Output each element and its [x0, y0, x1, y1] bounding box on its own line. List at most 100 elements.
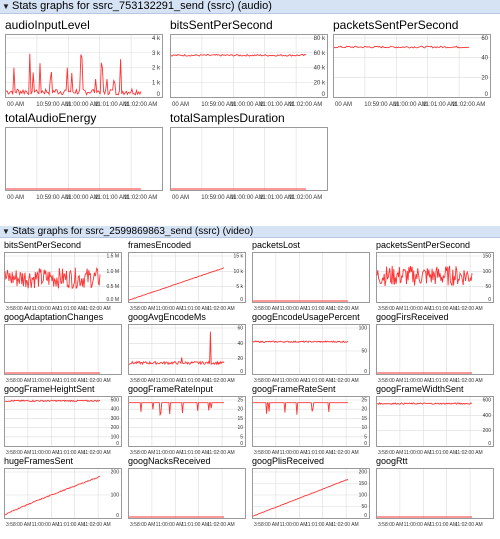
- x-tick-label: 00 AM: [172, 195, 189, 201]
- x-tick-label: 11:00:00 AM: [32, 378, 60, 384]
- x-tick-label: 10:59:00 AM: [36, 195, 70, 201]
- graph-title: googAdaptationChanges: [4, 312, 104, 322]
- x-tick-label: 11:01:00 AM: [57, 378, 85, 384]
- plot-frame: [252, 396, 370, 447]
- y-tick-label: 200: [483, 428, 492, 434]
- x-tick-label: 3:58:00 AM: [130, 378, 155, 384]
- graph-title: bitsSentPerSecond: [4, 240, 82, 250]
- y-tick-label: 0: [364, 369, 367, 375]
- x-tick-label: 10:59:00 AM: [201, 102, 235, 108]
- plot-frame: [128, 396, 246, 447]
- series-line: [170, 53, 307, 57]
- video-googFrameWidthSent-graph: 0 200 400 600 3:58:00 AM 11:00:00 AM11:01:00 …: [376, 396, 494, 456]
- x-tick-label: 10:59:00 AM: [201, 195, 235, 201]
- x-tick-label: 3:58:00 AM: [378, 378, 403, 384]
- plot-frame: [128, 324, 246, 375]
- video-bitsSentPerSecond-graph: 0.0 M 0.5 M 1.0 M 1.5 M 3:58:00 AM 11:00:00 A…: [4, 252, 122, 312]
- graph-title: packetsLost: [252, 240, 301, 250]
- series-line: [4, 475, 101, 516]
- x-tick-label: 11:01:00 AM: [181, 450, 209, 456]
- plot-frame: [376, 324, 494, 375]
- x-tick-label: 11:00:00 AM: [66, 195, 99, 201]
- plot-frame: [376, 396, 494, 447]
- x-tick-label: 11:02:00 AM: [455, 450, 483, 456]
- x-tick-label: 11:02:00 AM: [455, 378, 483, 384]
- series-line: [128, 267, 225, 301]
- series-line: [4, 266, 101, 289]
- plot-frame: [376, 468, 494, 519]
- x-tick-label: 3:58:00 AM: [378, 306, 403, 312]
- y-tick-label: 50: [361, 349, 367, 355]
- x-tick-label: 11:02:00 AM: [455, 306, 483, 312]
- y-tick-label: 10 k: [234, 269, 244, 275]
- x-tick-label: 00 AM: [335, 102, 352, 108]
- x-tick-label: 11:02:00 AM: [289, 102, 322, 108]
- x-tick-label: 11:01:00 AM: [305, 450, 333, 456]
- video-section-label: Stats graphs for ssrc_2599869863_send (s…: [12, 226, 254, 237]
- graph-title: googFrameHeightSent: [4, 384, 95, 394]
- video-googPlisReceived-graph: 0 50 100 150 200 3:58:00 AM 11:00:00 AM11:01:0…: [252, 468, 370, 528]
- x-tick-label: 11:01:00 AM: [429, 450, 457, 456]
- y-tick-label: 0: [488, 297, 491, 303]
- x-tick-label: 11:02:00 AM: [83, 450, 111, 456]
- x-tick-label: 3:58:00 AM: [378, 450, 403, 456]
- x-tick-label: 3:58:00 AM: [254, 450, 279, 456]
- x-tick-label: 11:02:00 AM: [207, 450, 235, 456]
- series-line: [128, 331, 225, 366]
- x-tick-label: 3:58:00 AM: [130, 306, 155, 312]
- x-tick-label: 11:00:00 AM: [32, 522, 60, 528]
- graph-title: googPlisReceived: [252, 456, 325, 466]
- x-tick-label: 11:02:00 AM: [83, 306, 111, 312]
- graph-title: googFrameRateInput: [128, 384, 214, 394]
- y-tick-label: 0: [116, 441, 119, 447]
- expand-triangle-icon[interactable]: ▼: [2, 227, 10, 236]
- x-tick-label: 11:01:00 AM: [181, 378, 209, 384]
- graph-title: framesEncoded: [128, 240, 192, 250]
- x-tick-label: 3:58:00 AM: [130, 450, 155, 456]
- x-tick-label: 11:02:00 AM: [83, 522, 111, 528]
- video-section-header[interactable]: ▼ Stats graphs for ssrc_2599869863_send (…: [0, 226, 500, 238]
- x-tick-label: 3:58:00 AM: [6, 522, 31, 528]
- x-tick-label: 10:59:00 AM: [36, 102, 70, 108]
- series-line: [252, 340, 349, 344]
- y-tick-label: 200: [111, 470, 120, 476]
- expand-triangle-icon[interactable]: ▼: [2, 2, 10, 11]
- x-tick-label: 3:58:00 AM: [6, 378, 31, 384]
- x-tick-label: 11:00:00 AM: [404, 522, 432, 528]
- y-tick-label: 1 k: [152, 80, 161, 86]
- y-tick-label: 4 k: [152, 36, 161, 42]
- y-tick-label: 100: [359, 493, 368, 499]
- x-tick-label: 11:02:00 AM: [331, 522, 359, 528]
- graph-title: googAvgEncodeMs: [128, 312, 206, 322]
- y-tick-label: 150: [483, 254, 492, 260]
- graph-title: googRtt: [376, 456, 408, 466]
- x-tick-label: 11:02:00 AM: [331, 450, 359, 456]
- x-tick-label: 11:00:00 AM: [156, 378, 184, 384]
- series-line: [253, 402, 348, 415]
- plot-frame: [252, 324, 370, 375]
- y-tick-label: 25: [361, 398, 367, 404]
- plot-frame: [170, 34, 328, 98]
- y-tick-label: 0: [240, 369, 243, 375]
- y-tick-label: 20 k: [314, 80, 326, 86]
- x-tick-label: 11:00:00 AM: [156, 306, 184, 312]
- x-tick-label: 11:00:00 AM: [394, 102, 427, 108]
- plot-frame: [252, 252, 370, 303]
- x-tick-label: 11:00:00 AM: [32, 306, 60, 312]
- y-tick-label: 0: [240, 441, 243, 447]
- y-tick-label: 200: [111, 425, 120, 431]
- x-tick-label: 00 AM: [172, 102, 189, 108]
- plot-frame: [128, 252, 246, 303]
- y-tick-label: 60: [237, 326, 243, 332]
- x-tick-label: 11:00:00 AM: [32, 450, 60, 456]
- y-tick-label: 150: [359, 481, 368, 487]
- audio-section-header[interactable]: ▼ Stats graphs for ssrc_753132291_send (s…: [0, 0, 500, 14]
- y-tick-label: 0.5 M: [106, 284, 119, 290]
